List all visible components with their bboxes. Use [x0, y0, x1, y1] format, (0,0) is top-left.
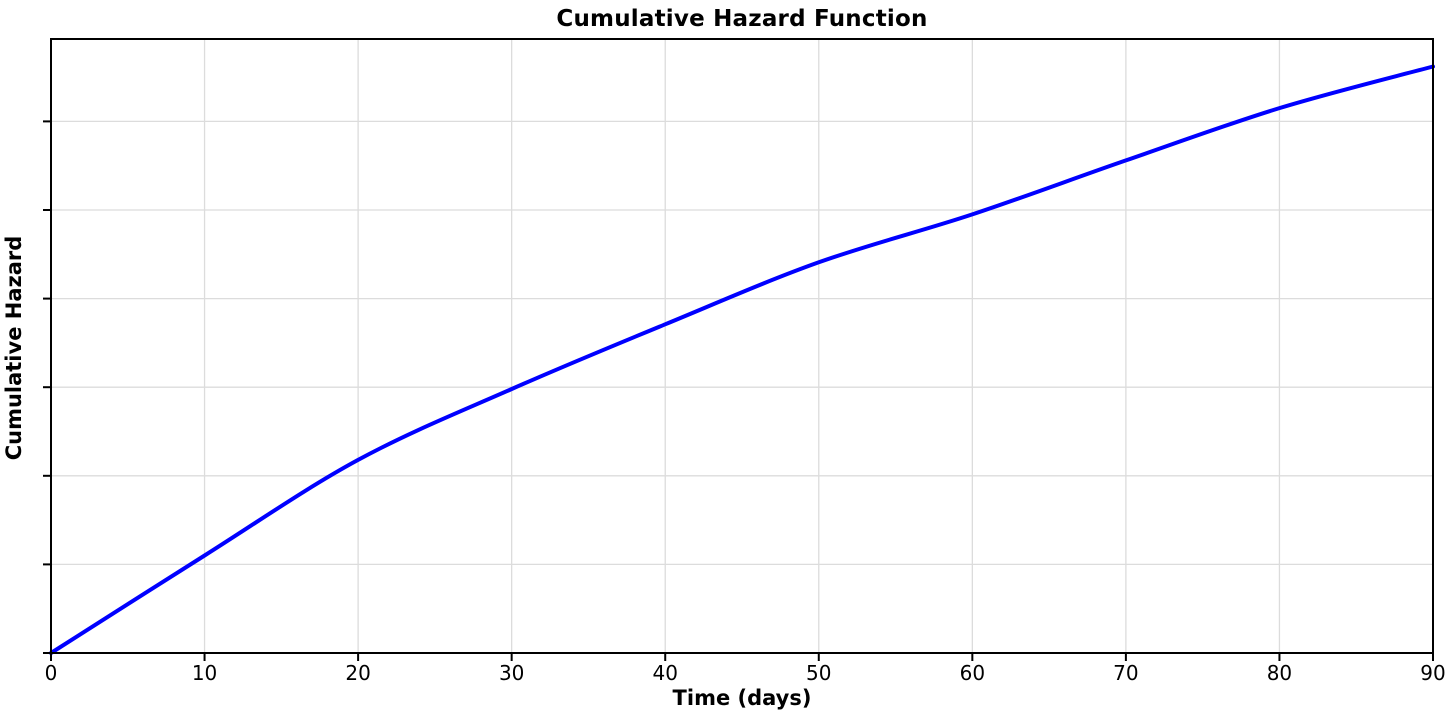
chart-title: Cumulative Hazard Function: [556, 6, 928, 32]
plot-border: [50, 38, 1434, 654]
x-tick-label: 80: [1267, 661, 1292, 685]
x-tick-label: 90: [1420, 661, 1445, 685]
x-tick-label: 50: [806, 661, 831, 685]
x-tick-label: 20: [345, 661, 370, 685]
x-tick-label: 40: [652, 661, 677, 685]
x-tick-label: 30: [499, 661, 524, 685]
x-tick-label: 60: [960, 661, 985, 685]
x-axis-label: Time (days): [672, 686, 812, 710]
x-tick-label: 70: [1113, 661, 1138, 685]
x-tick-label: 10: [192, 661, 217, 685]
y-axis-label: Cumulative Hazard: [2, 235, 26, 461]
x-tick-label: 0: [45, 661, 58, 685]
curve-line: [49, 64, 1435, 655]
